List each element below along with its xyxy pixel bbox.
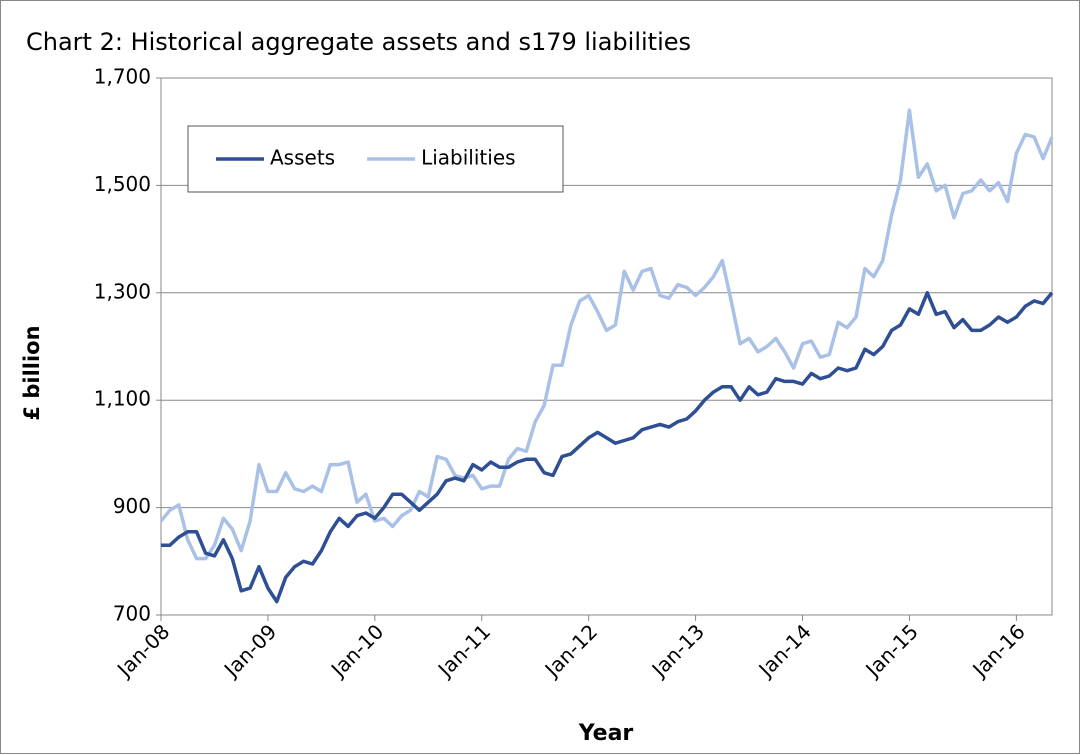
y-tick-label: 1,300	[94, 279, 151, 303]
y-tick-label: 1,500	[94, 172, 151, 196]
y-tick-label: 900	[113, 494, 151, 518]
line-series	[159, 108, 1054, 561]
y-tick-label: 700	[113, 602, 151, 626]
y-tick-label: 1,700	[94, 65, 151, 89]
chart-title: Chart 2: Historical aggregate assets and…	[26, 28, 691, 56]
line-series	[161, 291, 1054, 604]
legend-label: Assets	[270, 146, 335, 170]
y-axis-label: £ billion	[20, 325, 44, 420]
y-tick-label: 1,100	[94, 387, 151, 411]
x-axis-label: Year	[578, 721, 634, 746]
legend-label: Liabilities	[421, 146, 515, 170]
